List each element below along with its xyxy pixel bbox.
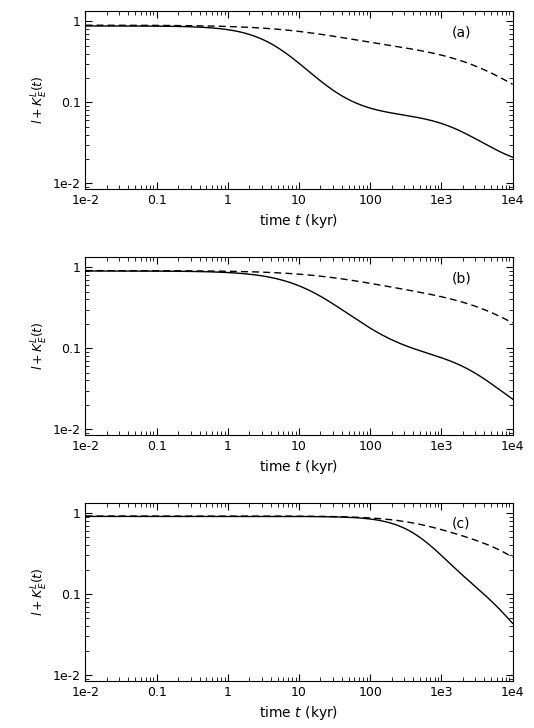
X-axis label: time $t$ (kyr): time $t$ (kyr): [260, 213, 339, 231]
X-axis label: time $t$ (kyr): time $t$ (kyr): [260, 459, 339, 476]
Y-axis label: $l + K_E^L(t)$: $l + K_E^L(t)$: [30, 76, 50, 124]
Text: (a): (a): [452, 25, 471, 39]
Y-axis label: $l + K_E^L(t)$: $l + K_E^L(t)$: [30, 567, 50, 616]
X-axis label: time $t$ (kyr): time $t$ (kyr): [260, 704, 339, 722]
Text: (c): (c): [452, 517, 470, 531]
Y-axis label: $l + K_E^L(t)$: $l + K_E^L(t)$: [30, 322, 50, 370]
Text: (b): (b): [452, 271, 471, 285]
